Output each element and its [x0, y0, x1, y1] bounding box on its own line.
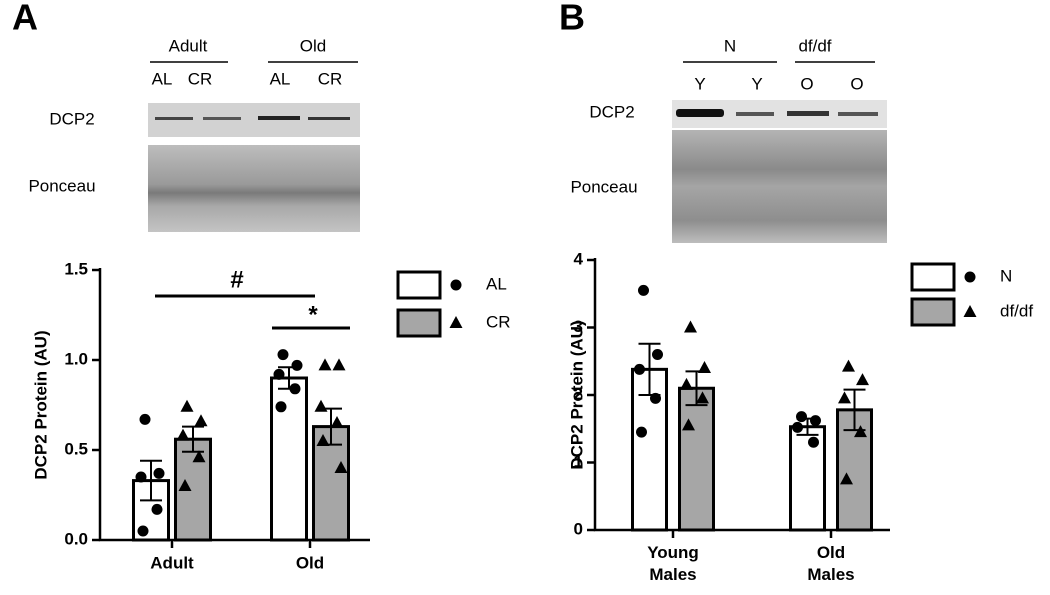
data-point — [330, 416, 344, 428]
y-tick-label: 1 — [574, 452, 583, 471]
data-point — [151, 503, 163, 515]
data-point — [192, 450, 206, 463]
blot-lane-label: O — [800, 74, 813, 93]
data-point — [684, 320, 697, 333]
y-tick-label: 0.5 — [64, 439, 88, 458]
data-point — [652, 349, 663, 360]
legend-swatch — [910, 262, 956, 292]
axes — [98, 268, 370, 542]
panel-label: B — [559, 0, 585, 38]
legend-marker — [449, 316, 463, 328]
x-tick-label: Young Males — [647, 543, 699, 584]
blot-group-label: N — [724, 36, 736, 55]
blot-row-label: DCP2 — [49, 109, 94, 128]
data-point — [636, 426, 647, 438]
significance-label: # — [230, 266, 243, 293]
data-point — [838, 391, 851, 404]
data-point — [856, 373, 869, 386]
bar — [678, 386, 715, 532]
bar — [270, 376, 308, 542]
blot-lane-label: AL — [152, 69, 173, 88]
data-point — [698, 361, 711, 373]
data-point — [332, 358, 346, 371]
data-point — [634, 363, 645, 375]
legend-swatch — [396, 270, 442, 300]
blot-group-label: Adult — [169, 36, 208, 55]
panel-label: A — [12, 0, 38, 38]
data-point — [194, 414, 208, 427]
data-point — [153, 467, 165, 479]
blot-row-label: Ponceau — [28, 176, 95, 195]
blot-lane-label: CR — [318, 69, 343, 88]
data-point — [314, 399, 328, 412]
significance-label: * — [308, 301, 318, 328]
data-point — [696, 391, 709, 404]
x-tick-label: Adult — [150, 553, 194, 572]
legend-marker — [963, 305, 977, 317]
y-tick-label: 3 — [574, 317, 583, 336]
x-tick-label: Old — [296, 553, 324, 572]
legend-swatch — [396, 308, 442, 338]
data-point — [180, 399, 194, 412]
data-point — [796, 411, 807, 423]
data-point — [291, 359, 303, 371]
blot-row-label: DCP2 — [589, 102, 634, 121]
data-point — [638, 284, 649, 296]
blot-lane-label: O — [850, 74, 863, 93]
y-axis-title: DCP2 Protein (AU) — [567, 320, 586, 469]
bar — [836, 408, 873, 532]
data-point — [808, 436, 819, 448]
data-point — [318, 358, 332, 371]
y-tick-label: 0 — [574, 519, 583, 538]
data-point — [139, 413, 151, 425]
blot-group-label: Old — [300, 36, 326, 55]
data-point — [316, 434, 330, 446]
legend-label: df/df — [1000, 301, 1033, 320]
blot-row-label: Ponceau — [570, 177, 637, 196]
axes — [593, 258, 890, 532]
data-point — [840, 472, 853, 485]
legend-label: N — [1000, 266, 1012, 285]
data-point — [854, 425, 867, 438]
blot-lane-label: Y — [751, 74, 762, 93]
y-tick-label: 4 — [574, 249, 584, 268]
data-point — [137, 525, 149, 537]
legend-label: AL — [486, 274, 507, 293]
blot-image — [148, 100, 887, 243]
error-bar — [182, 425, 204, 453]
data-point — [334, 461, 348, 473]
data-point — [135, 471, 147, 483]
data-point — [842, 359, 855, 372]
blot-lane-label: Y — [694, 74, 705, 93]
blot-lane-label: CR — [188, 69, 213, 88]
data-point — [810, 415, 821, 427]
data-point — [289, 383, 301, 395]
legend-marker — [450, 279, 462, 291]
y-tick-label: 1.0 — [64, 349, 88, 368]
legend-swatch — [910, 297, 956, 327]
legend-label: CR — [486, 312, 511, 331]
data-point — [792, 421, 803, 433]
y-tick-label: 0.0 — [64, 529, 88, 548]
legend-marker — [964, 271, 976, 283]
y-tick-label: 1.5 — [64, 259, 88, 278]
data-point — [176, 428, 190, 441]
data-point — [273, 368, 285, 380]
data-point — [682, 418, 695, 431]
blot-group-label: df/df — [798, 36, 831, 55]
data-point — [680, 377, 693, 390]
data-point — [277, 349, 289, 361]
y-tick-label: 2 — [574, 384, 583, 403]
data-point — [650, 392, 661, 404]
x-tick-label: Old Males — [807, 543, 854, 584]
blot-lane-label: AL — [270, 69, 291, 88]
data-point — [178, 479, 192, 491]
error-bar — [140, 459, 162, 502]
data-point — [275, 401, 287, 413]
y-axis-title: DCP2 Protein (AU) — [31, 330, 50, 479]
bar — [789, 425, 826, 532]
